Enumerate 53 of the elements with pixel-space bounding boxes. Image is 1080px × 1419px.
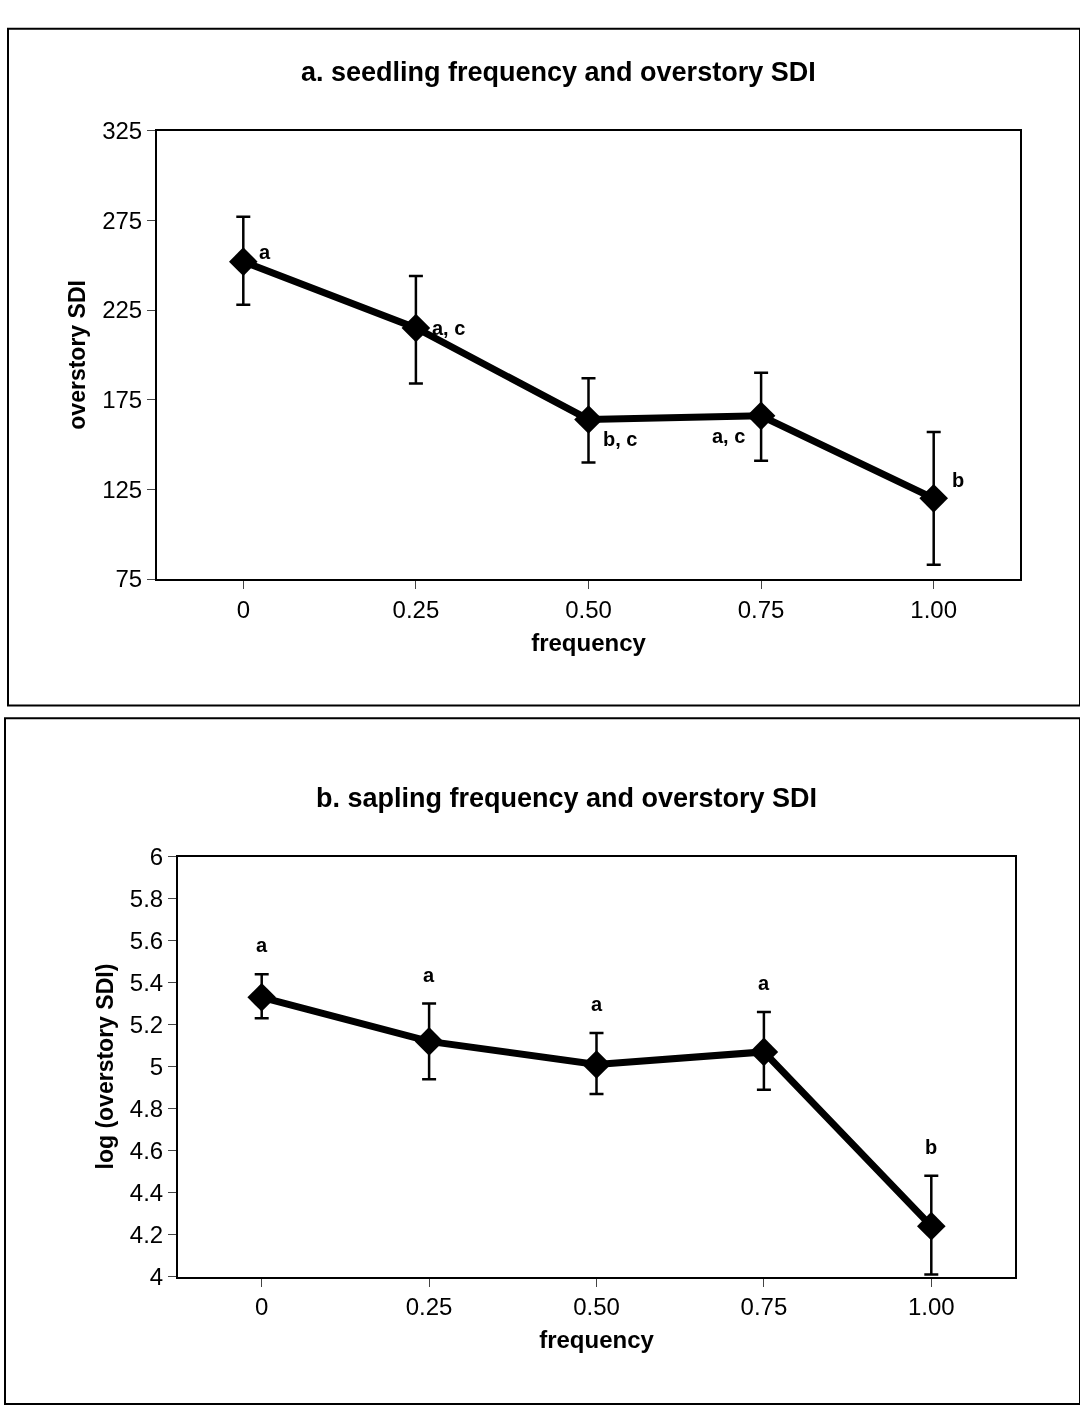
y-tick-label: 75 — [115, 565, 143, 593]
chart-title: b. sapling frequency and overstory SDI — [316, 783, 818, 813]
y-tick-label: 5 — [149, 1052, 164, 1080]
point — [574, 405, 603, 434]
y-tick-label: 125 — [102, 475, 143, 503]
x-tick-label: 1.00 — [910, 595, 958, 623]
point — [582, 1050, 611, 1079]
y-tick-label: 325 — [102, 117, 143, 145]
y-tick-label: 5.8 — [129, 885, 164, 913]
x-tick-label: 0.75 — [737, 595, 785, 623]
annotation: b — [925, 1136, 938, 1158]
y-tick-label: 4.4 — [129, 1178, 164, 1206]
x-tick-label: 0.25 — [405, 1293, 453, 1321]
annotation: a — [256, 934, 268, 956]
x-tick-label: 0.25 — [392, 595, 440, 623]
point — [401, 313, 431, 343]
annotation: a — [758, 972, 770, 994]
point — [919, 484, 948, 513]
annotation: a — [423, 964, 435, 986]
point — [247, 983, 276, 1012]
annotation: a, c — [432, 317, 466, 339]
y-tick-label: 5.2 — [129, 1011, 164, 1038]
annotation: a — [591, 993, 603, 1015]
x-tick-label: 0.50 — [565, 595, 612, 623]
x-tick-label: 0 — [255, 1293, 269, 1321]
annotation: b, c — [603, 428, 638, 450]
y-tick-label: 5.4 — [129, 969, 164, 997]
y-tick-label: 225 — [102, 296, 143, 324]
y-tick-label: 275 — [102, 206, 143, 234]
x-axis-title: frequency — [539, 1326, 655, 1354]
point — [746, 401, 776, 431]
x-tick-label: 1.00 — [907, 1293, 955, 1321]
y-tick-label: 4.6 — [129, 1136, 164, 1164]
point — [229, 247, 258, 276]
point — [414, 1027, 444, 1056]
y-tick-label: 6 — [149, 843, 164, 871]
y-tick-label: 4.2 — [129, 1220, 164, 1248]
x-tick-label: 0.75 — [740, 1293, 788, 1321]
y-tick-label: 4 — [149, 1262, 164, 1290]
point — [749, 1037, 779, 1067]
x-tick-label: 0.50 — [573, 1293, 620, 1321]
y-tick-label: 4.8 — [129, 1094, 164, 1122]
annotation: b — [952, 469, 965, 491]
y-tick-label: 5.6 — [129, 927, 164, 955]
chart-title: a. seedling frequency and overstory SDI — [301, 57, 816, 87]
x-tick-label: 0 — [236, 595, 250, 623]
y-tick-label: 175 — [102, 386, 143, 414]
annotation: a — [259, 241, 271, 263]
annotation: a, c — [712, 425, 746, 447]
y-axis-title: log (overstory SDI) — [91, 963, 118, 1170]
point — [917, 1211, 946, 1241]
x-axis-title: frequency — [531, 628, 647, 656]
y-axis-title: overstory SDI — [64, 280, 91, 430]
